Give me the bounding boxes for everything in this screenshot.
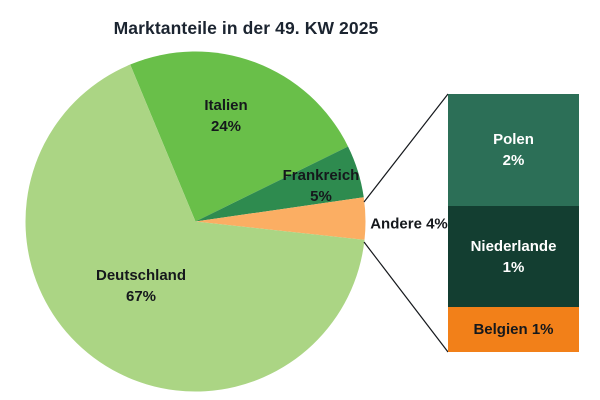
chart-title: Marktanteile in der 49. KW 2025 (113, 18, 379, 38)
bar-segment-polen-pct: 2% (502, 152, 525, 169)
pie-slice-deutschland (25, 64, 365, 392)
bar-segment-belgien-label: Belgien 1% (473, 319, 553, 340)
pie-label-andere-pct: 4% (426, 215, 448, 233)
pie-label-deutschland-name: Deutschland (95, 267, 187, 284)
callout-line-upper (363, 93, 449, 203)
bar-segment-belgien-pct: 1% (531, 321, 554, 338)
pie-label-italien-name: Italien (204, 97, 248, 114)
pie-label-andere: Andere 4% (370, 214, 448, 235)
pie-label-frankreich: Frankreich 5% (283, 165, 360, 207)
pie-slice-frankreich (195, 146, 364, 222)
pie-label-frankreich-pct: 5% (310, 188, 332, 205)
bar-segment-niederlande-name: Niederlande (470, 237, 557, 255)
pie-label-deutschland: Deutschland 67% (96, 265, 186, 307)
pie-label-italien: Italien 24% (204, 95, 247, 137)
pie-label-frankreich-name: Frankreich (282, 167, 360, 184)
bar-segment-polen-name: Polen (493, 131, 534, 148)
bar-segment-polen: Polen 2% (448, 94, 579, 206)
breakout-stacked-bar: Polen 2% Niederlande 1% Belgien 1% (448, 94, 579, 352)
bar-segment-niederlande: Niederlande 1% (448, 206, 579, 307)
bar-segment-belgien: Belgien 1% (448, 307, 579, 352)
bar-segment-niederlande-pct: 1% (502, 258, 525, 276)
bar-segment-belgien-name: Belgien (473, 321, 528, 338)
pie-label-italien-pct: 24% (210, 118, 242, 135)
pie-label-andere-name: Andere (370, 215, 422, 233)
pie-slice-italien (130, 51, 349, 222)
pie-label-deutschland-pct: 67% (125, 288, 157, 305)
callout-line-lower (363, 241, 449, 353)
pie-slice-andere (195, 197, 366, 240)
